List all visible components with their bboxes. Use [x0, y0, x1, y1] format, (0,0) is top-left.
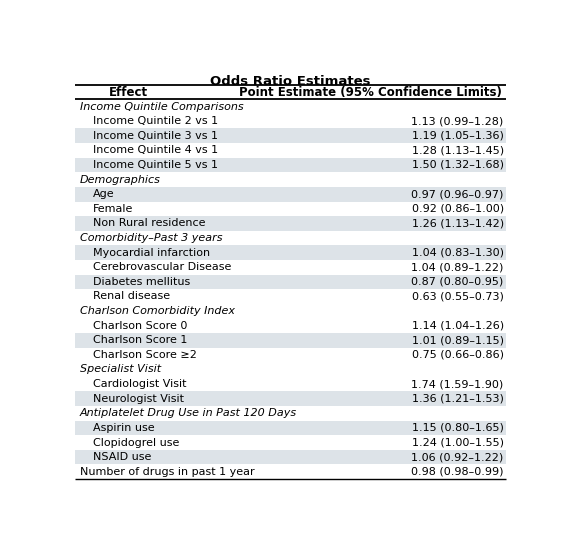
Bar: [75, 391, 506, 406]
Text: Female: Female: [93, 204, 133, 214]
Bar: [75, 362, 506, 377]
Text: 0.87 (0.80–0.95): 0.87 (0.80–0.95): [412, 277, 503, 287]
Text: Aspirin use: Aspirin use: [93, 423, 154, 433]
Text: Income Quintile 5 vs 1: Income Quintile 5 vs 1: [93, 160, 218, 170]
Text: Odds Ratio Estimates: Odds Ratio Estimates: [210, 75, 371, 88]
Text: 1.74 (1.59–1.90): 1.74 (1.59–1.90): [412, 379, 503, 389]
Text: Specialist Visit: Specialist Visit: [79, 364, 161, 375]
Bar: [75, 406, 506, 421]
Bar: [75, 260, 506, 275]
Text: Effect: Effect: [108, 86, 147, 99]
Bar: [75, 143, 506, 158]
Text: 1.06 (0.92–1.22): 1.06 (0.92–1.22): [412, 452, 503, 462]
Text: Income Quintile Comparisons: Income Quintile Comparisons: [79, 101, 243, 112]
Text: Antiplatelet Drug Use in Past 120 Days: Antiplatelet Drug Use in Past 120 Days: [79, 408, 297, 418]
Text: 1.14 (1.04–1.26): 1.14 (1.04–1.26): [412, 321, 503, 331]
Text: Demographics: Demographics: [79, 175, 160, 185]
Text: 1.36 (1.21–1.53): 1.36 (1.21–1.53): [412, 393, 503, 404]
Bar: [75, 450, 506, 464]
Text: Cardiologist Visit: Cardiologist Visit: [93, 379, 187, 389]
Text: Charlson Score 1: Charlson Score 1: [93, 335, 187, 345]
Text: Diabetes mellitus: Diabetes mellitus: [93, 277, 190, 287]
Text: Income Quintile 4 vs 1: Income Quintile 4 vs 1: [93, 145, 218, 156]
Text: 1.19 (1.05–1.36): 1.19 (1.05–1.36): [412, 131, 503, 141]
Bar: [75, 246, 506, 260]
Bar: [75, 435, 506, 450]
Text: Myocardial infarction: Myocardial infarction: [93, 248, 210, 257]
Text: 0.98 (0.98–0.99): 0.98 (0.98–0.99): [411, 467, 503, 477]
Bar: [75, 99, 506, 114]
Bar: [75, 421, 506, 435]
Bar: [75, 289, 506, 304]
Text: Cerebrovascular Disease: Cerebrovascular Disease: [93, 262, 231, 272]
Bar: [75, 347, 506, 362]
Bar: [75, 275, 506, 289]
Bar: [75, 216, 506, 231]
Text: 1.26 (1.13–1.42): 1.26 (1.13–1.42): [412, 218, 503, 228]
Text: 1.04 (0.83–1.30): 1.04 (0.83–1.30): [412, 248, 503, 257]
Text: 0.97 (0.96–0.97): 0.97 (0.96–0.97): [411, 189, 503, 199]
Text: Comorbidity–Past 3 years: Comorbidity–Past 3 years: [79, 233, 222, 243]
Bar: [75, 158, 506, 172]
Text: Non Rural residence: Non Rural residence: [93, 218, 205, 228]
Bar: [75, 464, 506, 479]
Bar: [75, 172, 506, 187]
Text: Point Estimate (95% Confidence Limits): Point Estimate (95% Confidence Limits): [239, 86, 501, 99]
Bar: [75, 187, 506, 202]
Text: Clopidogrel use: Clopidogrel use: [93, 437, 179, 448]
Bar: [75, 318, 506, 333]
Text: 0.63 (0.55–0.73): 0.63 (0.55–0.73): [412, 292, 503, 301]
Bar: [75, 114, 506, 128]
Text: 1.24 (1.00–1.55): 1.24 (1.00–1.55): [412, 437, 503, 448]
Bar: [75, 231, 506, 246]
Text: Income Quintile 3 vs 1: Income Quintile 3 vs 1: [93, 131, 218, 141]
Text: 0.92 (0.86–1.00): 0.92 (0.86–1.00): [412, 204, 503, 214]
Text: 1.15 (0.80–1.65): 1.15 (0.80–1.65): [412, 423, 503, 433]
Text: 1.28 (1.13–1.45): 1.28 (1.13–1.45): [412, 145, 503, 156]
Text: Income Quintile 2 vs 1: Income Quintile 2 vs 1: [93, 116, 218, 126]
Bar: [75, 304, 506, 318]
Text: Renal disease: Renal disease: [93, 292, 170, 301]
Text: NSAID use: NSAID use: [93, 452, 151, 462]
Text: Age: Age: [93, 189, 115, 199]
Text: Neurologist Visit: Neurologist Visit: [93, 393, 184, 404]
Text: 1.50 (1.32–1.68): 1.50 (1.32–1.68): [412, 160, 503, 170]
Text: Charlson Comorbidity Index: Charlson Comorbidity Index: [79, 306, 235, 316]
Text: Charlson Score 0: Charlson Score 0: [93, 321, 187, 331]
Text: 1.04 (0.89–1.22): 1.04 (0.89–1.22): [411, 262, 503, 272]
Text: 1.01 (0.89–1.15): 1.01 (0.89–1.15): [412, 335, 503, 345]
Text: Number of drugs in past 1 year: Number of drugs in past 1 year: [79, 467, 254, 477]
Bar: [75, 85, 506, 99]
Bar: [75, 202, 506, 216]
Bar: [75, 333, 506, 347]
Bar: [75, 128, 506, 143]
Text: 1.13 (0.99–1.28): 1.13 (0.99–1.28): [412, 116, 503, 126]
Bar: [75, 377, 506, 391]
Text: 0.75 (0.66–0.86): 0.75 (0.66–0.86): [412, 350, 503, 360]
Text: Charlson Score ≥2: Charlson Score ≥2: [93, 350, 197, 360]
